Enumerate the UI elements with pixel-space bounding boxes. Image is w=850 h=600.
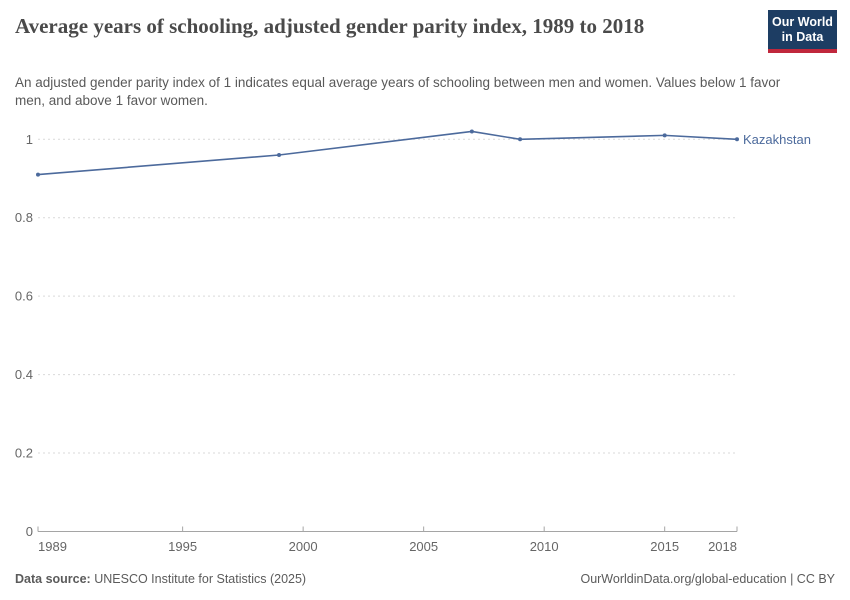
y-axis-tick-label: 0.4	[15, 367, 33, 382]
data-point-marker[interactable]	[36, 172, 40, 177]
chart-title: Average years of schooling, adjusted gen…	[15, 14, 645, 38]
data-point-marker[interactable]	[277, 152, 282, 157]
data-source-label: Data source:	[15, 572, 91, 586]
x-axis-tick-label: 2005	[409, 539, 438, 554]
y-axis-tick-label: 0.2	[15, 446, 33, 461]
y-axis-tick-label: 0	[26, 524, 33, 539]
y-axis-tick-label: 0.8	[15, 210, 33, 225]
owid-logo-accent-bar	[768, 49, 837, 53]
data-source-note: Data source: UNESCO Institute for Statis…	[15, 572, 306, 586]
x-axis-tick-label: 2010	[530, 539, 559, 554]
attribution-link[interactable]: OurWorldinData.org/global-education | CC…	[580, 572, 835, 586]
x-axis-tick-label: 1995	[168, 539, 197, 554]
series-line[interactable]	[37, 130, 738, 176]
y-axis-tick-label: 0.6	[15, 289, 33, 304]
chart-subtitle: An adjusted gender parity index of 1 ind…	[15, 75, 781, 108]
chart-footer: Data source: UNESCO Institute for Statis…	[15, 572, 835, 586]
x-axis-tick-label: 2018	[708, 539, 737, 554]
owid-logo-line2: in Data	[781, 30, 824, 44]
data-point-marker[interactable]	[469, 129, 474, 134]
data-source-text: UNESCO Institute for Statistics (2025)	[94, 572, 307, 586]
data-point-marker[interactable]	[662, 133, 667, 138]
data-point-marker[interactable]	[518, 137, 523, 142]
data-point-marker[interactable]	[735, 137, 739, 142]
x-axis-tick-label: 2015	[650, 539, 679, 554]
y-axis-tick-label: 1	[26, 132, 33, 147]
x-axis-tick-label: 2000	[289, 539, 318, 554]
owid-logo-line1: Our World	[772, 15, 833, 29]
entity-label[interactable]: Kazakhstan	[743, 132, 811, 147]
x-axis-tick-label: 1989	[38, 539, 67, 554]
owid-logo[interactable]: Our World in Data	[768, 10, 837, 53]
